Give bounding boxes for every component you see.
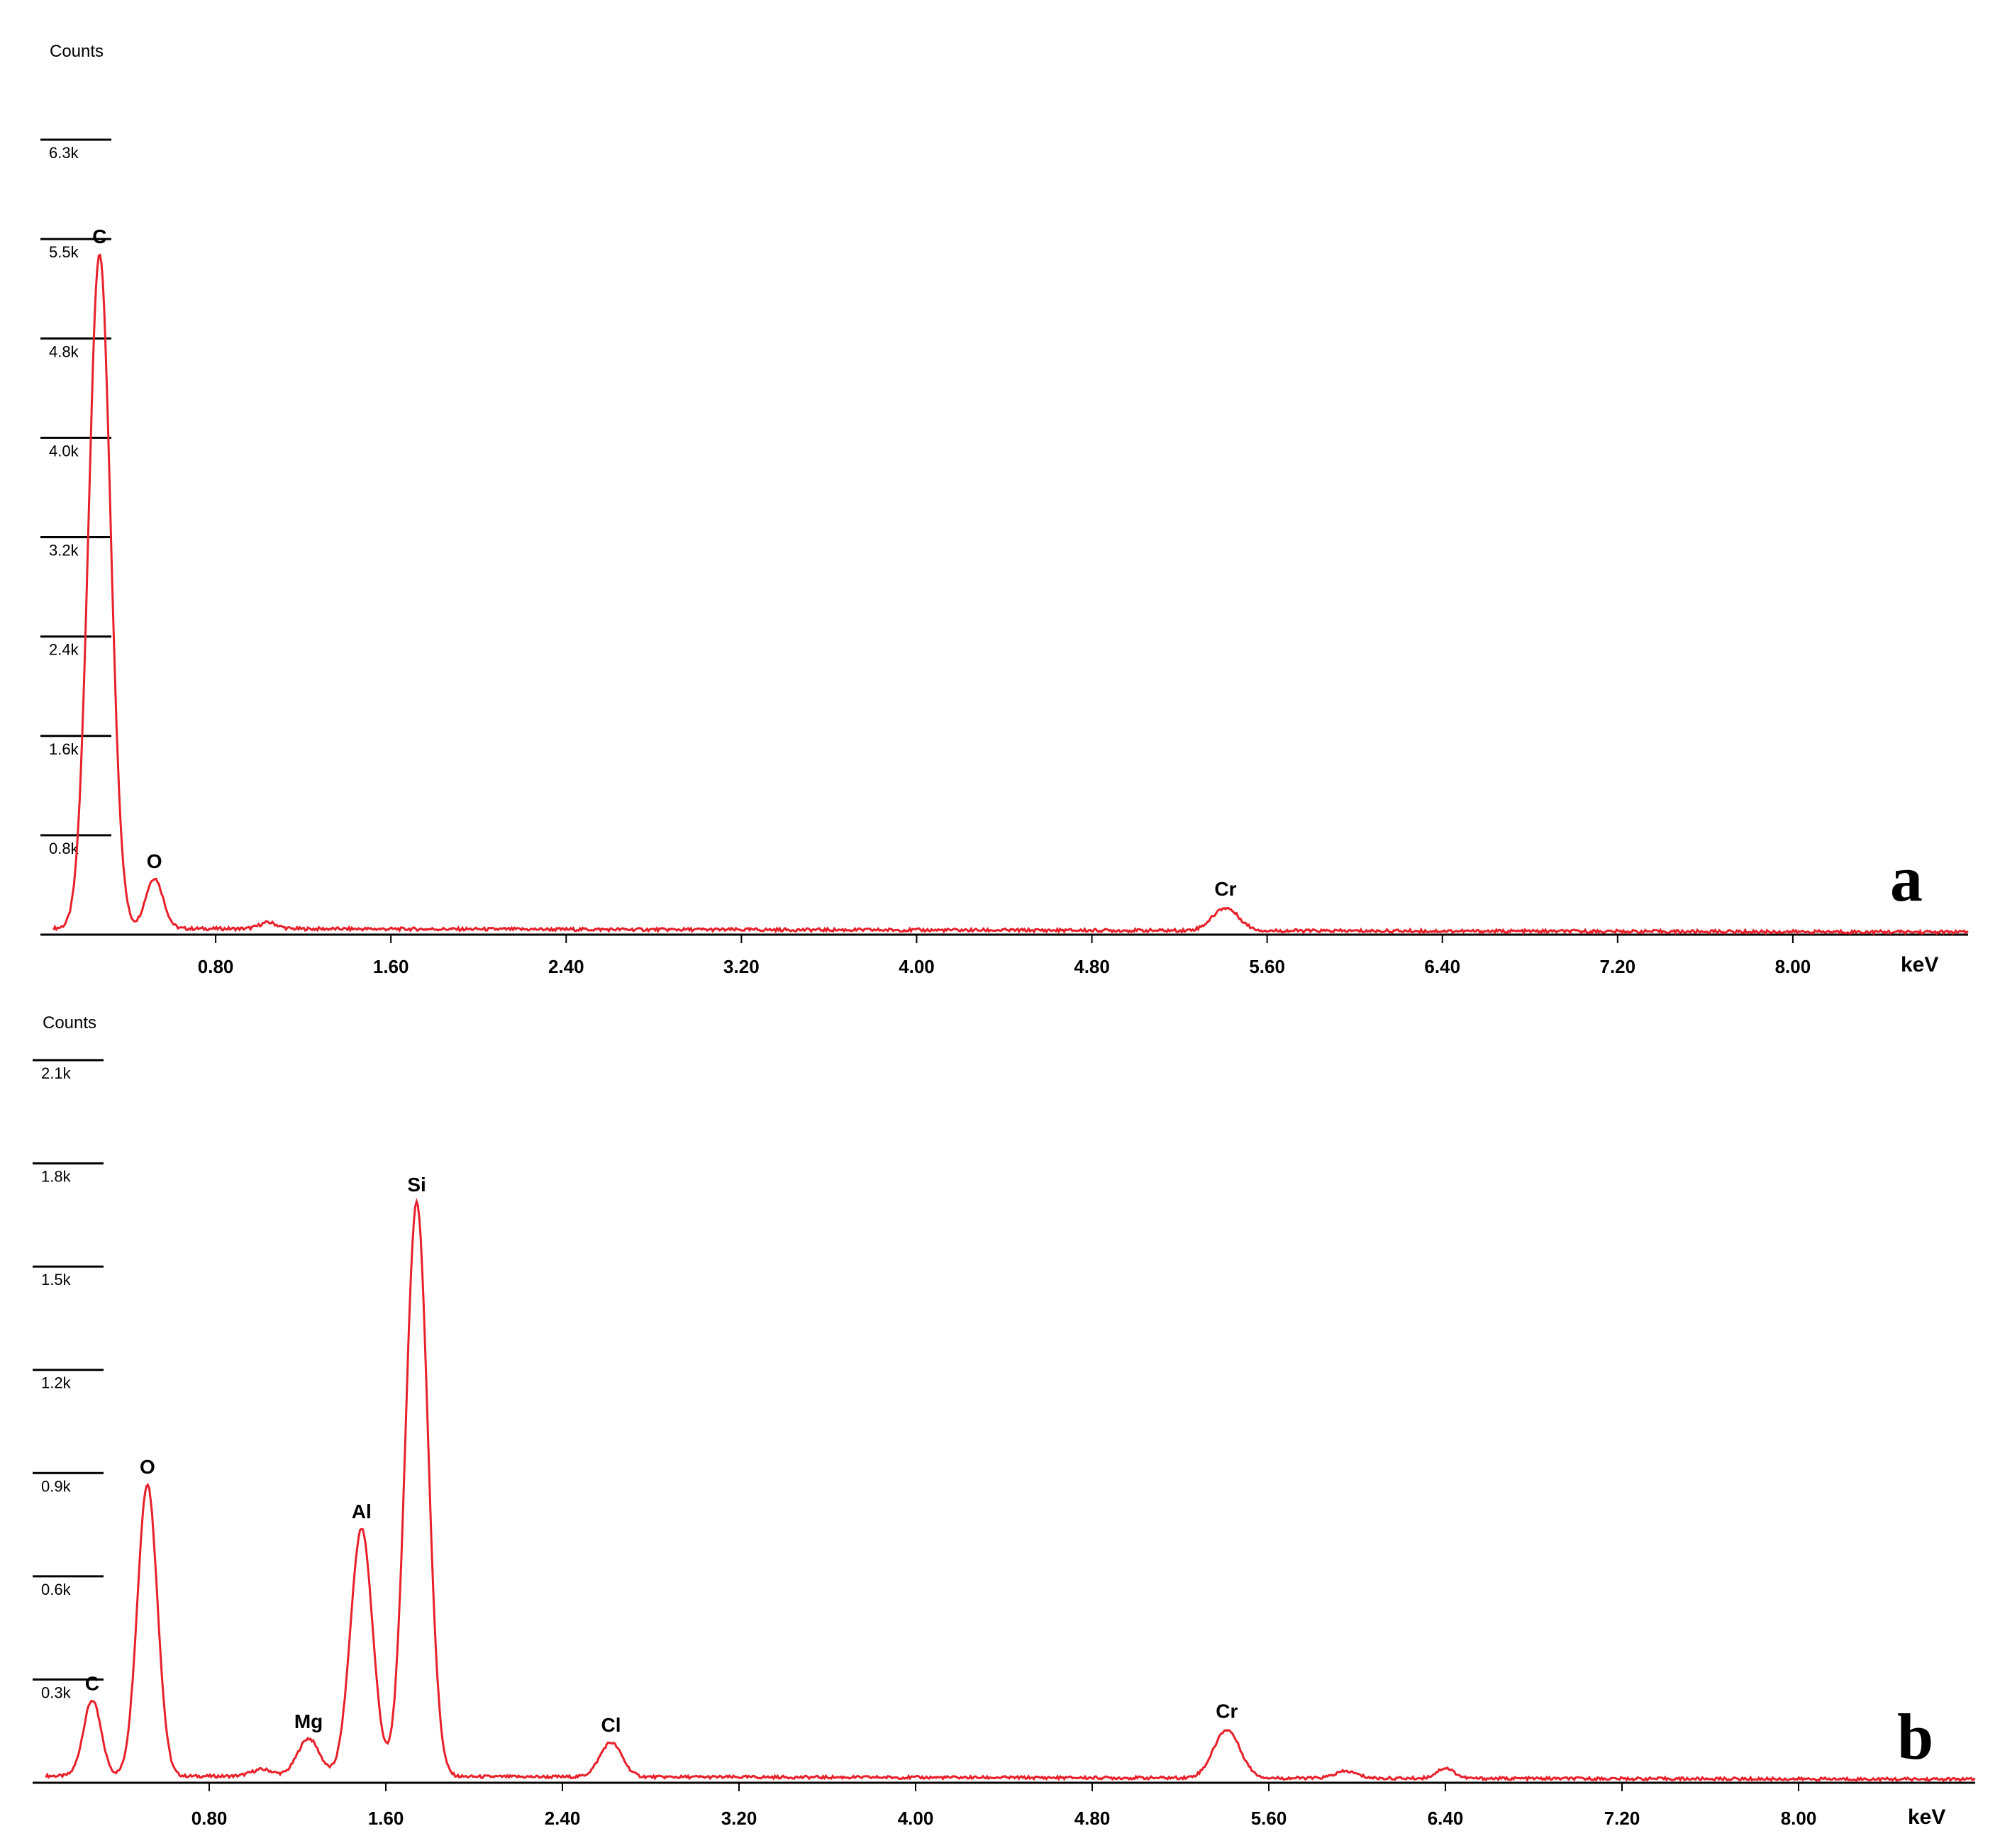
y-tick-label: 0.8k xyxy=(49,840,79,857)
y-tick-label: 3.2k xyxy=(49,542,79,560)
peak-label-o: O xyxy=(147,850,162,872)
x-tick-label: 0.80 xyxy=(198,956,234,977)
panel-letter-b: b xyxy=(1897,1701,1933,1773)
x-axis-unit-panel-b: keV xyxy=(1908,1805,1945,1829)
x-tick-label: 4.00 xyxy=(899,956,935,977)
y-tick-label: 1.8k xyxy=(41,1168,72,1186)
x-tick-label: 3.20 xyxy=(723,956,760,977)
x-tick-label: 4.00 xyxy=(898,1808,934,1829)
x-tick-label: 3.20 xyxy=(721,1808,757,1829)
x-axis-unit-panel-a: keV xyxy=(1901,953,1938,976)
y-tick-label: 0.6k xyxy=(41,1581,72,1598)
spectrum-panel-a: Counts 0.8k1.6k2.4k3.2k4.0k4.8k5.5k6.3k … xyxy=(40,42,1969,977)
x-tick-label: 8.00 xyxy=(1775,956,1811,977)
peak-label-al: Al xyxy=(352,1501,372,1523)
peak-label-o: O xyxy=(140,1456,155,1478)
y-tick-label: 2.1k xyxy=(41,1064,72,1082)
peak-labels-panel-b: C O Mg Al Si Cl Cr xyxy=(85,1174,1238,1736)
y-tick-label: 2.4k xyxy=(49,641,79,659)
x-tick-label: 6.40 xyxy=(1428,1808,1464,1829)
y-tick-label: 4.8k xyxy=(49,343,79,360)
y-axis-ticks-panel-a: 0.8k 1.6k 2.4k 3.2k 4.0k 4.8k 5.5k 6.3k xyxy=(40,138,111,857)
peak-labels-panel-a: C O Cr xyxy=(92,226,1236,900)
spectrum-trace-panel-a xyxy=(52,253,1969,936)
peak-label-mg: Mg xyxy=(294,1710,323,1732)
peak-label-c: C xyxy=(92,226,106,247)
spectrum-trace-panel-b xyxy=(45,1198,1976,1783)
y-tick-label: 0.9k xyxy=(41,1477,72,1495)
y-axis-label-panel-b: Counts xyxy=(43,1013,96,1032)
y-tick-label: 5.5k xyxy=(49,243,79,261)
y-tick-label: 1.6k xyxy=(49,740,79,758)
peak-label-cr: Cr xyxy=(1216,1700,1238,1722)
x-tick-label: 4.80 xyxy=(1074,1808,1111,1829)
y-tick-label: 4.0k xyxy=(49,442,79,460)
y-axis-ticks-panel-b: 0.3k 0.6k 0.9k 1.2k 1.5k 1.8k 2.1k xyxy=(33,1059,104,1701)
x-tick-label: 5.60 xyxy=(1249,956,1285,977)
x-axis-ticks-panel-a: 0.80 1.60 2.40 3.20 4.00 4.80 5.60 6.40 7.20 8.00 xyxy=(198,935,1811,977)
peak-label-si: Si xyxy=(407,1174,426,1196)
peak-label-cl: Cl xyxy=(601,1714,621,1736)
x-tick-label: 2.40 xyxy=(548,956,584,977)
x-tick-label: 5.60 xyxy=(1251,1808,1287,1829)
x-tick-label: 4.80 xyxy=(1074,956,1110,977)
y-tick-label: 1.2k xyxy=(41,1374,72,1392)
y-tick-label: 0.3k xyxy=(41,1683,72,1701)
y-tick-label: 1.5k xyxy=(41,1271,72,1288)
x-tick-label: 7.20 xyxy=(1604,1808,1640,1829)
x-tick-label: 2.40 xyxy=(545,1808,581,1829)
peak-label-c: C xyxy=(85,1673,99,1695)
x-tick-label: 1.60 xyxy=(368,1808,404,1829)
peak-label-cr: Cr xyxy=(1214,878,1236,900)
x-tick-label: 1.60 xyxy=(373,956,409,977)
y-tick-label: 6.3k xyxy=(49,144,79,162)
x-tick-label: 8.00 xyxy=(1781,1808,1817,1829)
x-tick-label: 7.20 xyxy=(1600,956,1636,977)
x-tick-label: 6.40 xyxy=(1424,956,1460,977)
spectrum-panel-b: Counts 0.3k 0.6k 0.9k 1.2k 1.5k 1.8k 2.1k 0.80… xyxy=(33,1013,1976,1829)
y-axis-label-panel-a: Counts xyxy=(50,42,104,61)
x-tick-label: 0.80 xyxy=(191,1808,228,1829)
x-axis-ticks-panel-b: 0.80 1.60 2.40 3.20 4.00 4.80 5.60 6.40 7.20 8.00 xyxy=(191,1783,1817,1829)
panel-letter-a: a xyxy=(1890,842,1923,915)
